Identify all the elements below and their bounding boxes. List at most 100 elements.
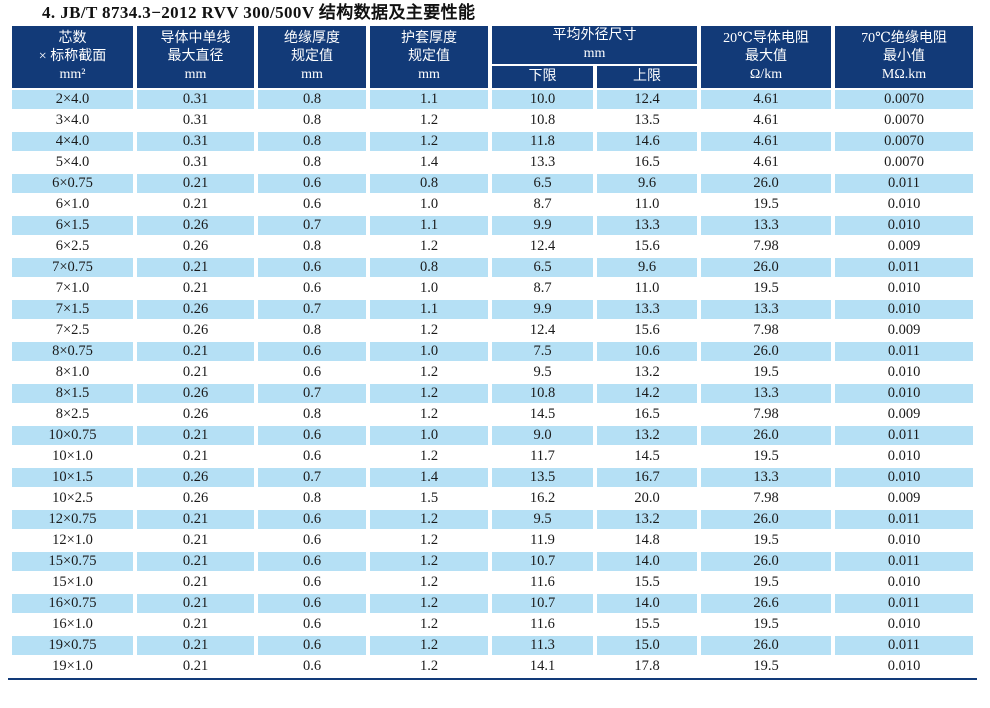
- table-cell: 0.8: [258, 153, 366, 172]
- table-row: 16×1.0 0.21 0.6 1.2 11.6 15.5 19.5 0.010: [12, 615, 973, 634]
- table-cell: 11.0: [597, 279, 697, 298]
- header-line: 70℃绝缘电阻: [861, 31, 947, 47]
- table-cell: 1.2: [370, 573, 488, 592]
- table-cell: 10×1.5: [12, 468, 133, 487]
- header-line: 芯数: [58, 31, 87, 47]
- table-cell: 0.0070: [835, 90, 973, 109]
- table-cell: 0.6: [258, 174, 366, 193]
- table-cell: 11.0: [597, 195, 697, 214]
- table-cell: 7.5: [492, 342, 593, 361]
- table-cell: 0.6: [258, 195, 366, 214]
- table-cell: 10.8: [492, 111, 593, 130]
- table-cell: 1.1: [370, 216, 488, 235]
- table-cell: 0.011: [835, 426, 973, 445]
- table-cell: 0.011: [835, 174, 973, 193]
- header-line: × 标称截面: [38, 49, 107, 65]
- table-row: 6×1.5 0.26 0.7 1.1 9.9 13.3 13.3 0.010: [12, 216, 973, 235]
- table-cell: 1.0: [370, 279, 488, 298]
- table-cell: 0.6: [258, 258, 366, 277]
- table-cell: 15.5: [597, 615, 697, 634]
- table-cell: 0.0070: [835, 153, 973, 172]
- table-cell: 9.5: [492, 510, 593, 529]
- table-cell: 11.9: [492, 531, 593, 550]
- table-cell: 10×0.75: [12, 426, 133, 445]
- table-cell: 4×4.0: [12, 132, 133, 151]
- table-cell: 0.21: [137, 426, 254, 445]
- table-cell: 1.0: [370, 342, 488, 361]
- table-cell: 7.98: [701, 489, 831, 508]
- table-cell: 26.0: [701, 552, 831, 571]
- table-cell: 13.3: [701, 300, 831, 319]
- table-cell: 1.2: [370, 657, 488, 676]
- table-cell: 4.61: [701, 153, 831, 172]
- table-cell: 1.2: [370, 615, 488, 634]
- table-cell: 15.5: [597, 573, 697, 592]
- table-cell: 0.8: [258, 132, 366, 151]
- table-cell: 0.011: [835, 510, 973, 529]
- table-cell: 13.3: [701, 384, 831, 403]
- table-cell: 5×4.0: [12, 153, 133, 172]
- header-line: 规定值: [291, 49, 333, 65]
- table-cell: 0.31: [137, 132, 254, 151]
- table-cell: 0.6: [258, 279, 366, 298]
- table-row: 6×1.0 0.21 0.6 1.0 8.7 11.0 19.5 0.010: [12, 195, 973, 214]
- table-cell: 9.5: [492, 363, 593, 382]
- table-row: 8×2.5 0.26 0.8 1.2 14.5 16.5 7.98 0.009: [12, 405, 973, 424]
- table-cell: 13.5: [492, 468, 593, 487]
- table-cell: 11.7: [492, 447, 593, 466]
- table-row: 15×1.0 0.21 0.6 1.2 11.6 15.5 19.5 0.010: [12, 573, 973, 592]
- table-cell: 0.009: [835, 321, 973, 340]
- table-cell: 10.0: [492, 90, 593, 109]
- table-cell: 0.010: [835, 573, 973, 592]
- table-cell: 11.3: [492, 636, 593, 655]
- table-cell: 19×1.0: [12, 657, 133, 676]
- table-cell: 0.6: [258, 447, 366, 466]
- table-cell: 7×0.75: [12, 258, 133, 277]
- header-line: mm²: [59, 66, 86, 82]
- table-cell: 0.26: [137, 321, 254, 340]
- table-cell: 6×1.0: [12, 195, 133, 214]
- header-line: 绝缘厚度: [284, 31, 340, 47]
- table-cell: 0.009: [835, 405, 973, 424]
- table-cell: 12.4: [492, 321, 593, 340]
- table-cell: 0.7: [258, 468, 366, 487]
- table-cell: 0.8: [258, 405, 366, 424]
- table-cell: 7×1.0: [12, 279, 133, 298]
- header-line: 最小值: [883, 49, 925, 65]
- table-cell: 0.21: [137, 258, 254, 277]
- table-cell: 13.3: [492, 153, 593, 172]
- table-cell: 0.010: [835, 657, 973, 676]
- table-cell: 1.2: [370, 594, 488, 613]
- header-conductor-resistance-20c: 20℃导体电阻 最大值 Ω/km: [701, 26, 831, 88]
- header-insulation-resistance-70c: 70℃绝缘电阻 最小值 MΩ.km: [835, 26, 973, 88]
- table-cell: 16.5: [597, 405, 697, 424]
- table-cell: 1.2: [370, 447, 488, 466]
- table-cell: 6.5: [492, 174, 593, 193]
- table-cell: 0.6: [258, 615, 366, 634]
- table-cell: 15.6: [597, 321, 697, 340]
- table-cell: 13.3: [597, 300, 697, 319]
- table-cell: 26.0: [701, 258, 831, 277]
- table-cell: 0.009: [835, 237, 973, 256]
- table-cell: 14.0: [597, 594, 697, 613]
- table-cell: 19.5: [701, 615, 831, 634]
- table-cell: 0.6: [258, 531, 366, 550]
- table-cell: 0.6: [258, 426, 366, 445]
- table-cell: 14.0: [597, 552, 697, 571]
- header-cores-section: 芯数 × 标称截面 mm²: [12, 26, 133, 88]
- table-cell: 7×2.5: [12, 321, 133, 340]
- table-cell: 0.6: [258, 342, 366, 361]
- table-cell: 13.3: [701, 468, 831, 487]
- table-cell: 8×1.0: [12, 363, 133, 382]
- table-cell: 0.6: [258, 594, 366, 613]
- table-cell: 0.010: [835, 447, 973, 466]
- table-cell: 0.26: [137, 237, 254, 256]
- table-cell: 0.8: [370, 258, 488, 277]
- table-cell: 0.8: [258, 111, 366, 130]
- table-cell: 0.010: [835, 279, 973, 298]
- table-cell: 14.6: [597, 132, 697, 151]
- table-cell: 4.61: [701, 111, 831, 130]
- table-cell: 26.0: [701, 174, 831, 193]
- table-header: 芯数 × 标称截面 mm² 导体中单线 最大直径 mm 绝缘厚度 规定值 mm …: [12, 26, 973, 88]
- table-cell: 0.011: [835, 552, 973, 571]
